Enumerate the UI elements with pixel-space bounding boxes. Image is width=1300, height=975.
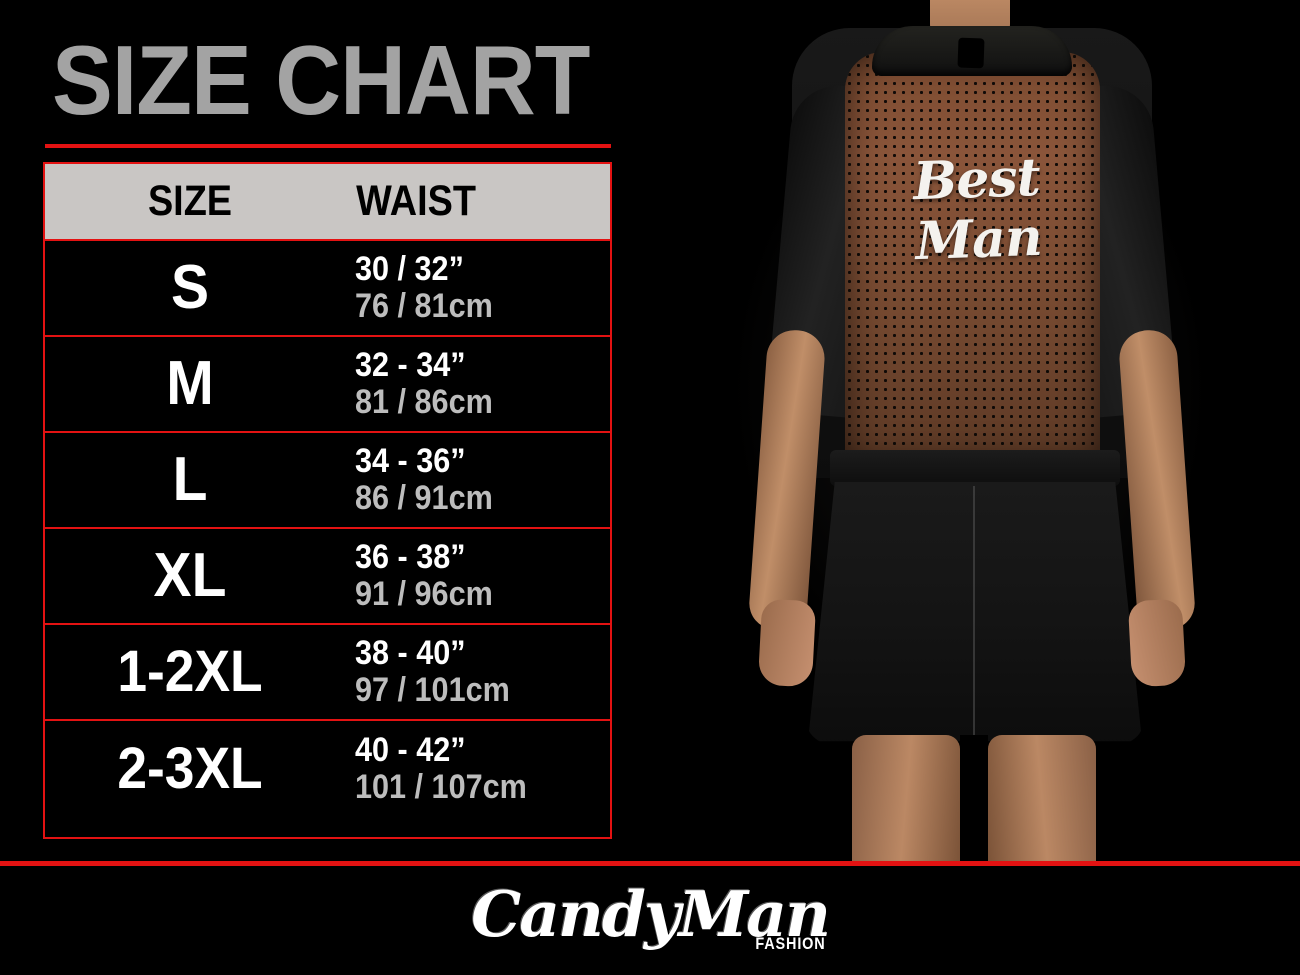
- mesh-texture: [845, 52, 1100, 464]
- page-title: SIZE CHART: [52, 25, 590, 135]
- table-row: S 30 / 32” 76 / 81cm: [45, 241, 610, 337]
- cell-waist: 40 - 42” 101 / 107cm: [335, 732, 610, 806]
- brand-logo: CandyMan FASHION: [450, 876, 850, 966]
- waist-cm: 76 / 81cm: [355, 287, 493, 325]
- model-leg-left: [852, 735, 960, 861]
- waist-inches: 34 - 36”: [355, 442, 466, 480]
- cell-size: M: [166, 349, 214, 418]
- cell-size: 1-2XL: [117, 639, 263, 704]
- table-row: XL 36 - 38” 91 / 96cm: [45, 529, 610, 625]
- skirt-waistband: [830, 450, 1120, 486]
- waist-inches: 36 - 38”: [355, 538, 466, 576]
- cell-waist: 30 / 32” 76 / 81cm: [335, 251, 610, 325]
- cell-waist: 38 - 40” 97 / 101cm: [335, 635, 610, 709]
- skirt-center-seam: [973, 486, 975, 744]
- footer-bar: CandyMan FASHION: [0, 866, 1300, 975]
- model-hand-left: [757, 598, 817, 688]
- product-photo: Best Man: [640, 0, 1300, 861]
- waist-cm: 101 / 107cm: [355, 768, 527, 806]
- size-table: SIZE WAIST S 30 / 32” 76 / 81cm M 32 - 3…: [43, 162, 612, 839]
- collar-notch: [957, 37, 985, 69]
- waist-inches: 30 / 32”: [355, 250, 464, 288]
- title-underline-rule: [45, 144, 611, 148]
- waist-cm: 86 / 91cm: [355, 479, 493, 517]
- footer-divider-rule: [0, 861, 1300, 866]
- cell-waist: 34 - 36” 86 / 91cm: [335, 443, 610, 517]
- model-hand-right: [1127, 598, 1187, 688]
- waist-inches: 40 - 42”: [355, 731, 466, 769]
- waist-cm: 81 / 86cm: [355, 383, 493, 421]
- table-row: 2-3XL 40 - 42” 101 / 107cm: [45, 721, 610, 817]
- table-header-row: SIZE WAIST: [45, 164, 610, 241]
- cell-size: 2-3XL: [117, 736, 263, 801]
- column-header-size: SIZE: [147, 177, 233, 225]
- cell-size: L: [172, 445, 208, 514]
- table-row: 1-2XL 38 - 40” 97 / 101cm: [45, 625, 610, 721]
- model-leg-gap: [960, 735, 988, 861]
- cell-waist: 32 - 34” 81 / 86cm: [335, 347, 610, 421]
- cell-size: XL: [153, 541, 227, 610]
- waist-inches: 32 - 34”: [355, 346, 466, 384]
- table-row: M 32 - 34” 81 / 86cm: [45, 337, 610, 433]
- table-row: L 34 - 36” 86 / 91cm: [45, 433, 610, 529]
- waist-inches: 38 - 40”: [355, 634, 466, 672]
- size-chart-panel: SIZE CHART SIZE WAIST S 30 / 32” 76 / 81…: [0, 0, 640, 860]
- waist-cm: 91 / 96cm: [355, 575, 493, 613]
- brand-name: CandyMan: [471, 876, 831, 951]
- waist-cm: 97 / 101cm: [355, 671, 510, 709]
- brand-tagline: FASHION: [755, 933, 826, 953]
- column-header-waist: WAIST: [356, 177, 476, 225]
- model-leg-right: [988, 735, 1096, 861]
- cell-waist: 36 - 38” 91 / 96cm: [335, 539, 610, 613]
- garment-graphic-text: Best Man: [912, 146, 1043, 273]
- garment-skirt: [808, 482, 1142, 742]
- cell-size: S: [170, 253, 210, 322]
